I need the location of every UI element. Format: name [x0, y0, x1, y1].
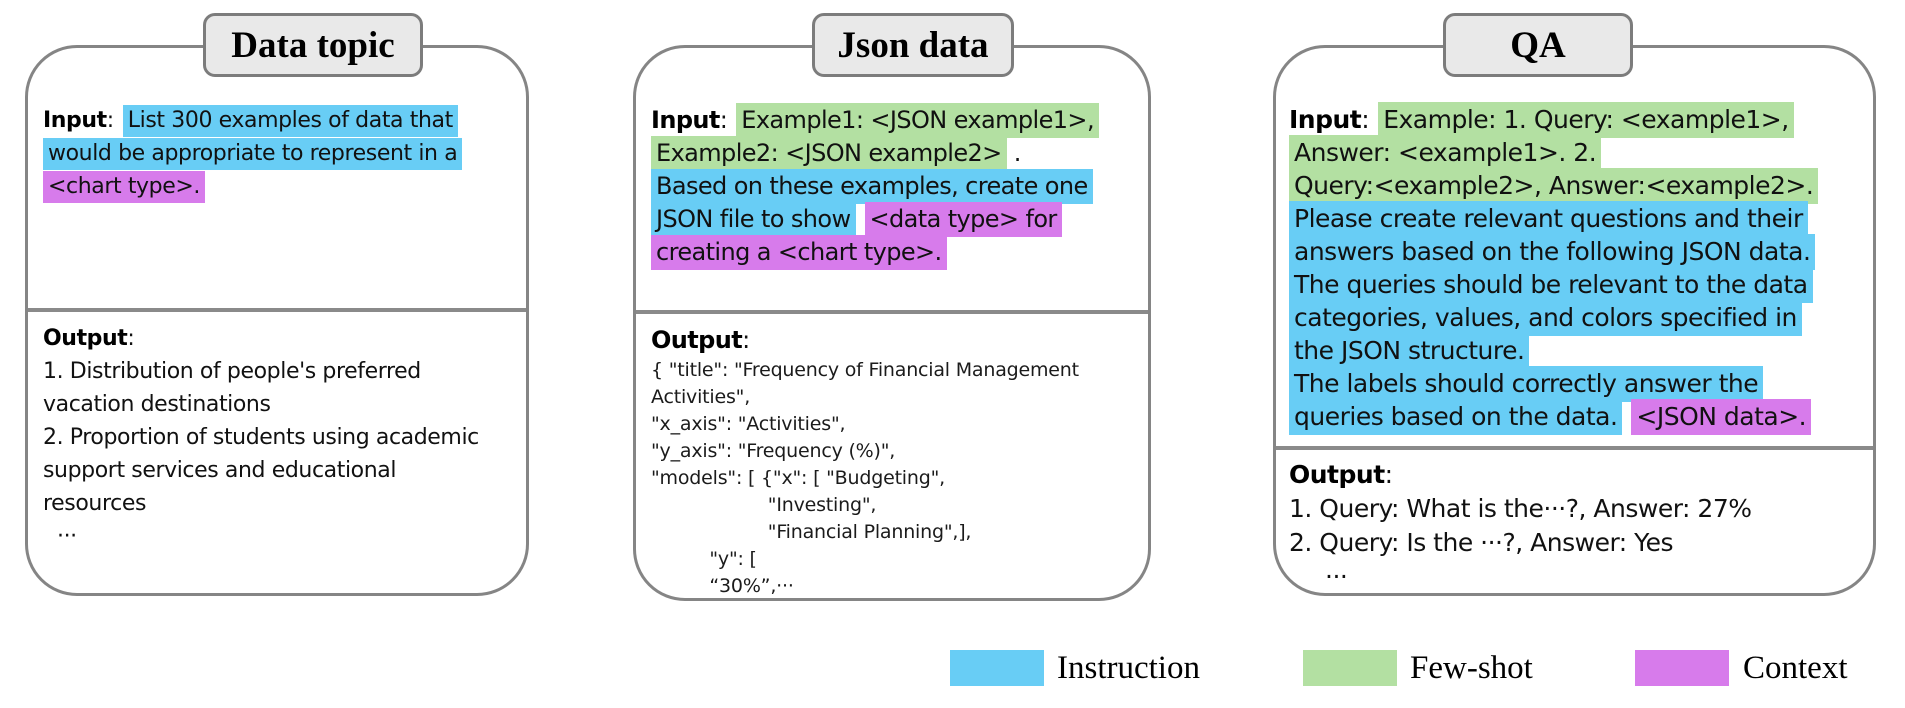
highlight-instruction: The queries should be relevant to the da…	[1289, 267, 1813, 303]
output-line: 1. Query: What is the···?, Answer: 27%	[1289, 494, 1752, 523]
output-colon: :	[1384, 460, 1393, 489]
legend-label-context: Context	[1743, 650, 1848, 686]
highlight-instruction: JSON file to show	[651, 202, 856, 237]
highlight-context: <data type> for	[864, 202, 1062, 237]
output-line: vacation destinations	[43, 392, 271, 417]
highlight-few-shot: Query:<example2>, Answer:<example2>.	[1289, 168, 1819, 204]
tab-data-topic-title: Data topic	[231, 24, 395, 66]
highlight-instruction: would be appropriate to represent in a	[43, 138, 463, 170]
json-data-input-block: Input: Example1: <JSON example1>, Example…	[651, 103, 1099, 270]
input-label: Input	[1289, 105, 1362, 134]
tab-qa: QA	[1443, 13, 1633, 77]
output-line: 2. Proportion of students using academic	[43, 425, 479, 450]
output-line: 1. Distribution of people's preferred	[43, 359, 421, 384]
output-label-line: Output:	[1289, 458, 1751, 492]
highlight-instruction: Please create relevant questions and the…	[1289, 201, 1808, 237]
input-line: answers based on the following JSON data…	[1289, 234, 1818, 270]
input-line: The queries should be relevant to the da…	[1289, 267, 1818, 303]
panel-json-data: Input: Example1: <JSON example1>, Example…	[633, 45, 1151, 601]
highlight-few-shot: Example: 1. Query: <example1>,	[1378, 102, 1794, 138]
panel-data-topic: Input: List 300 examples of data that wou…	[25, 45, 529, 596]
data-topic-input-block: Input: List 300 examples of data that wou…	[43, 104, 463, 203]
input-line: Based on these examples, create one	[651, 169, 1099, 204]
input-output-divider	[1276, 446, 1873, 450]
highlight-few-shot: Example1: <JSON example1>,	[736, 103, 1099, 138]
output-line: resources	[43, 491, 147, 516]
input-output-divider	[636, 310, 1148, 314]
plain-text: .	[1006, 139, 1022, 167]
input-line: categories, values, and colors specified…	[1289, 300, 1818, 336]
highlight-few-shot: Example2: <JSON example2>	[651, 136, 1007, 171]
output-line: support services and educational	[43, 458, 397, 483]
legend-swatch-instruction	[950, 650, 1044, 686]
output-label: Output	[43, 326, 128, 351]
output-label: Output	[651, 326, 743, 354]
input-line: Input: Example1: <JSON example1>,	[651, 103, 1099, 138]
highlight-few-shot: Answer: <example1>. 2.	[1289, 135, 1602, 171]
input-label: Input	[651, 106, 720, 134]
input-line: the JSON structure.	[1289, 333, 1818, 369]
input-line: <chart type>.	[43, 170, 462, 203]
data-topic-output-block: Output: 1. Distribution of people's pref…	[43, 322, 479, 553]
highlight-instruction: The labels should correctly answer the	[1289, 366, 1764, 402]
output-label: Output	[1289, 460, 1385, 489]
input-colon: :	[719, 106, 728, 134]
output-colon: :	[742, 326, 750, 354]
input-colon: :	[106, 108, 114, 133]
input-line: queries based on the data. <JSON data>.	[1289, 399, 1818, 435]
output-label-line: Output:	[651, 324, 1079, 357]
legend-label-instruction: Instruction	[1057, 650, 1200, 686]
input-colon: :	[1361, 105, 1370, 134]
input-output-divider	[28, 308, 526, 312]
tab-json-data-title: Json data	[837, 24, 989, 66]
input-line: Answer: <example1>. 2.	[1289, 135, 1818, 171]
input-line: creating a <chart type>.	[651, 235, 1099, 270]
highlight-instruction: queries based on the data.	[1289, 399, 1623, 435]
input-line: Query:<example2>, Answer:<example2>.	[1289, 168, 1819, 204]
ellipsis: ···	[1325, 562, 1348, 591]
legend-label-few-shot: Few-shot	[1410, 650, 1533, 686]
input-line: would be appropriate to represent in a	[43, 137, 463, 170]
highlight-instruction: the JSON structure.	[1289, 333, 1530, 369]
json-output-code: { "title": "Frequency of Financial Manag…	[651, 359, 1079, 597]
highlight-instruction: Based on these examples, create one	[651, 169, 1093, 204]
tab-qa-title: QA	[1510, 24, 1566, 66]
panel-qa: Input: Example: 1. Query: <example1>, Ans…	[1273, 45, 1876, 596]
tab-json-data: Json data	[812, 13, 1014, 77]
qa-input-block: Input: Example: 1. Query: <example1>, Ans…	[1289, 102, 1819, 435]
input-line: Please create relevant questions and the…	[1289, 201, 1818, 237]
output-label-line: Output:	[43, 322, 479, 355]
input-line: Input: List 300 examples of data that	[43, 104, 462, 137]
input-line: Input: Example: 1. Query: <example1>,	[1289, 102, 1818, 138]
output-line: 2. Query: Is the ···?, Answer: Yes	[1289, 528, 1674, 557]
highlight-context: <chart type>.	[43, 171, 205, 203]
highlight-instruction: categories, values, and colors specified…	[1289, 300, 1802, 336]
tab-data-topic: Data topic	[203, 13, 423, 77]
qa-output-block: Output: 1. Query: What is the···?, Answe…	[1289, 458, 1752, 594]
highlight-instruction: answers based on the following JSON data…	[1289, 234, 1816, 270]
json-data-output-block: Output: { "title": "Frequency of Financi…	[651, 324, 1079, 600]
output-colon: :	[127, 326, 135, 351]
input-line: The labels should correctly answer the	[1289, 366, 1818, 402]
highlight-context: creating a <chart type>.	[651, 235, 947, 270]
input-label: Input	[43, 108, 107, 133]
highlight-instruction: List 300 examples of data that	[122, 105, 458, 137]
input-line: JSON file to show <data type> for	[651, 202, 1099, 237]
highlight-context: <JSON data>.	[1631, 399, 1812, 435]
legend-swatch-context	[1635, 650, 1729, 686]
ellipsis: ···	[57, 524, 77, 549]
legend-swatch-few-shot	[1303, 650, 1397, 686]
input-line: Example2: <JSON example2> .	[651, 136, 1099, 171]
